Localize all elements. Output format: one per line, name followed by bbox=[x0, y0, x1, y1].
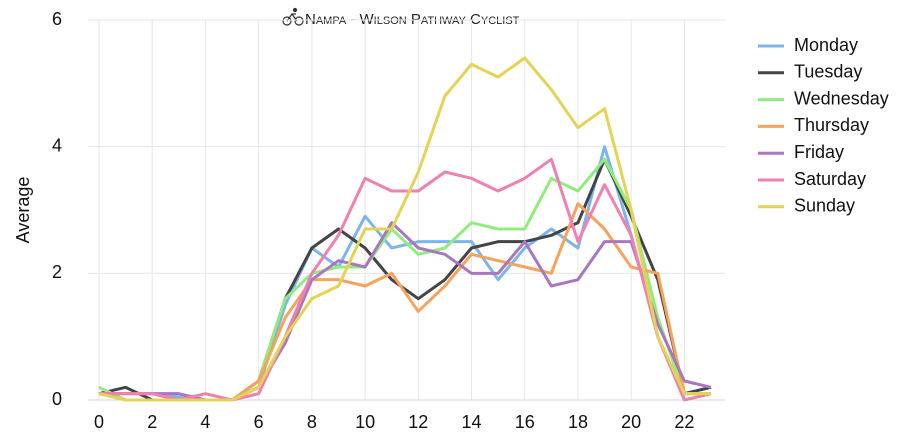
y-axis-label: Average bbox=[13, 177, 33, 244]
x-tick-label: 18 bbox=[568, 412, 588, 432]
bike-icon bbox=[282, 7, 304, 26]
x-tick-label: 12 bbox=[408, 412, 428, 432]
x-tick-label: 22 bbox=[674, 412, 694, 432]
x-tick-label: 6 bbox=[254, 412, 264, 432]
x-tick-label: 20 bbox=[621, 412, 641, 432]
legend-label: Saturday bbox=[794, 169, 866, 189]
y-tick-label: 0 bbox=[52, 389, 62, 409]
legend-label: Sunday bbox=[794, 196, 855, 216]
series-line bbox=[99, 202, 711, 402]
x-tick-label: 10 bbox=[355, 412, 375, 432]
series-line bbox=[99, 157, 712, 402]
x-tick-label: 8 bbox=[307, 412, 317, 432]
legend-label: Friday bbox=[794, 142, 844, 162]
x-tick-label: 2 bbox=[147, 412, 157, 432]
legend-label: Thursday bbox=[794, 115, 869, 135]
chart-title: Nampa - Wilson Pathway Cyclist bbox=[305, 11, 520, 28]
x-tick-label: 16 bbox=[515, 412, 535, 432]
x-tick-label: 0 bbox=[94, 412, 104, 432]
y-tick-label: 6 bbox=[52, 9, 62, 29]
series-line bbox=[98, 56, 711, 402]
legend-label: Tuesday bbox=[794, 62, 862, 82]
legend-label: Monday bbox=[794, 35, 858, 55]
legend-label: Wednesday bbox=[794, 88, 889, 108]
x-tick-label: 4 bbox=[200, 412, 210, 432]
y-tick-label: 4 bbox=[52, 135, 62, 155]
x-tick-label: 14 bbox=[462, 412, 482, 432]
y-tick-label: 2 bbox=[52, 262, 62, 282]
